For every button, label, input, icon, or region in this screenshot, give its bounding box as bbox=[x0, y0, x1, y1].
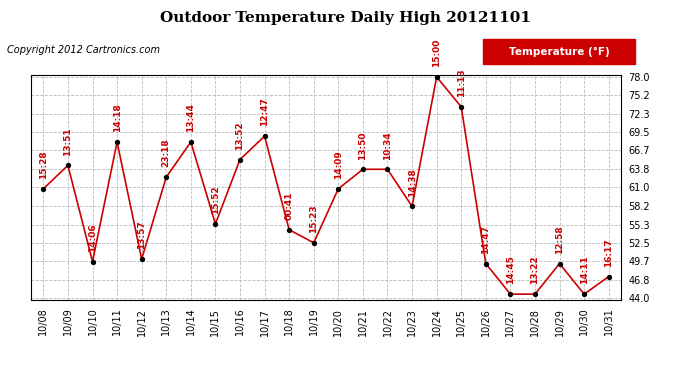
Point bbox=[87, 259, 98, 265]
Text: 13:51: 13:51 bbox=[63, 127, 72, 156]
Point bbox=[210, 221, 221, 227]
Text: 10:34: 10:34 bbox=[383, 131, 392, 159]
Point bbox=[603, 274, 614, 280]
Point bbox=[259, 133, 270, 139]
Point bbox=[579, 291, 590, 297]
Text: 11:13: 11:13 bbox=[457, 69, 466, 97]
Text: 12:58: 12:58 bbox=[555, 225, 564, 254]
Text: 13:57: 13:57 bbox=[137, 220, 146, 249]
Text: 13:52: 13:52 bbox=[235, 121, 244, 150]
Point bbox=[382, 166, 393, 172]
Text: 00:41: 00:41 bbox=[285, 192, 294, 220]
Text: 14:45: 14:45 bbox=[506, 255, 515, 284]
Text: 14:38: 14:38 bbox=[408, 168, 417, 196]
Text: Temperature (°F): Temperature (°F) bbox=[509, 46, 609, 57]
Point bbox=[505, 291, 516, 297]
Text: 13:22: 13:22 bbox=[531, 256, 540, 284]
Text: 16:17: 16:17 bbox=[604, 238, 613, 267]
Text: Outdoor Temperature Daily High 20121101: Outdoor Temperature Daily High 20121101 bbox=[159, 11, 531, 25]
Point bbox=[455, 104, 466, 110]
Text: 15:23: 15:23 bbox=[309, 204, 318, 233]
Text: 14:11: 14:11 bbox=[580, 256, 589, 284]
Text: 15:00: 15:00 bbox=[432, 39, 441, 67]
Text: 14:18: 14:18 bbox=[112, 104, 121, 132]
Text: 15:28: 15:28 bbox=[39, 150, 48, 179]
Text: 23:18: 23:18 bbox=[161, 139, 170, 167]
Point bbox=[161, 174, 172, 180]
Point bbox=[406, 203, 417, 209]
Point bbox=[431, 74, 442, 80]
Point bbox=[357, 166, 368, 172]
Point bbox=[308, 240, 319, 246]
Text: 13:50: 13:50 bbox=[358, 131, 367, 159]
Point bbox=[112, 139, 123, 145]
Point bbox=[529, 291, 540, 297]
Text: 14:09: 14:09 bbox=[334, 150, 343, 179]
Text: 13:44: 13:44 bbox=[186, 104, 195, 132]
Text: 14:47: 14:47 bbox=[482, 225, 491, 254]
Text: 14:06: 14:06 bbox=[88, 223, 97, 252]
Point bbox=[38, 186, 49, 192]
Point bbox=[284, 227, 295, 233]
Text: 15:52: 15:52 bbox=[211, 186, 220, 214]
Text: Copyright 2012 Cartronics.com: Copyright 2012 Cartronics.com bbox=[7, 45, 160, 55]
Text: 12:47: 12:47 bbox=[260, 98, 269, 126]
Point bbox=[333, 186, 344, 192]
Point bbox=[235, 156, 246, 162]
Point bbox=[136, 256, 147, 262]
Point bbox=[554, 261, 565, 267]
Point bbox=[480, 261, 491, 267]
Point bbox=[186, 139, 197, 145]
Point bbox=[62, 162, 73, 168]
